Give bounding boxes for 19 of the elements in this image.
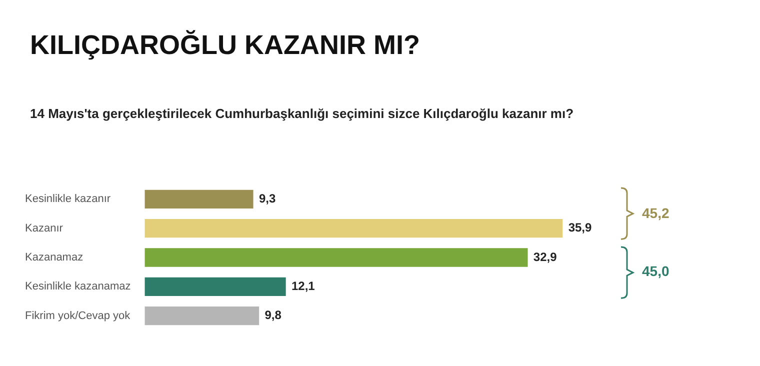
data-label: 12,1 [292,278,316,293]
data-label: 32,9 [533,250,558,264]
y-tick-label: Fikrim yok/Cevap yok [25,310,131,322]
chart-title: KILIÇDAROĞLU KAZANIR MI? [30,30,420,61]
bar [144,248,528,267]
text: 45,0 [642,263,670,280]
y-tick-label: Kesinlikle kazanamaz [25,280,131,293]
data-label: 9,3 [258,191,276,206]
bar [144,306,260,326]
text: 45,2 [642,204,670,221]
data-label: 9,8 [264,308,282,322]
bar [144,219,563,238]
y-tick-label: Kazanamaz [25,252,84,264]
bar [144,190,254,209]
chart-subtitle: 14 Mayıs'ta gerçekleştirilecek Cumhurbaşkanlığı seçimini sizce Kılıçdaroğlu kazanır mı? [30,106,574,121]
y-tick-label: Kesinlikle kazanır [25,193,111,206]
bar [144,277,286,296]
y-tick-label: Kazanır [25,222,64,234]
data-label: 35,9 [568,220,592,235]
